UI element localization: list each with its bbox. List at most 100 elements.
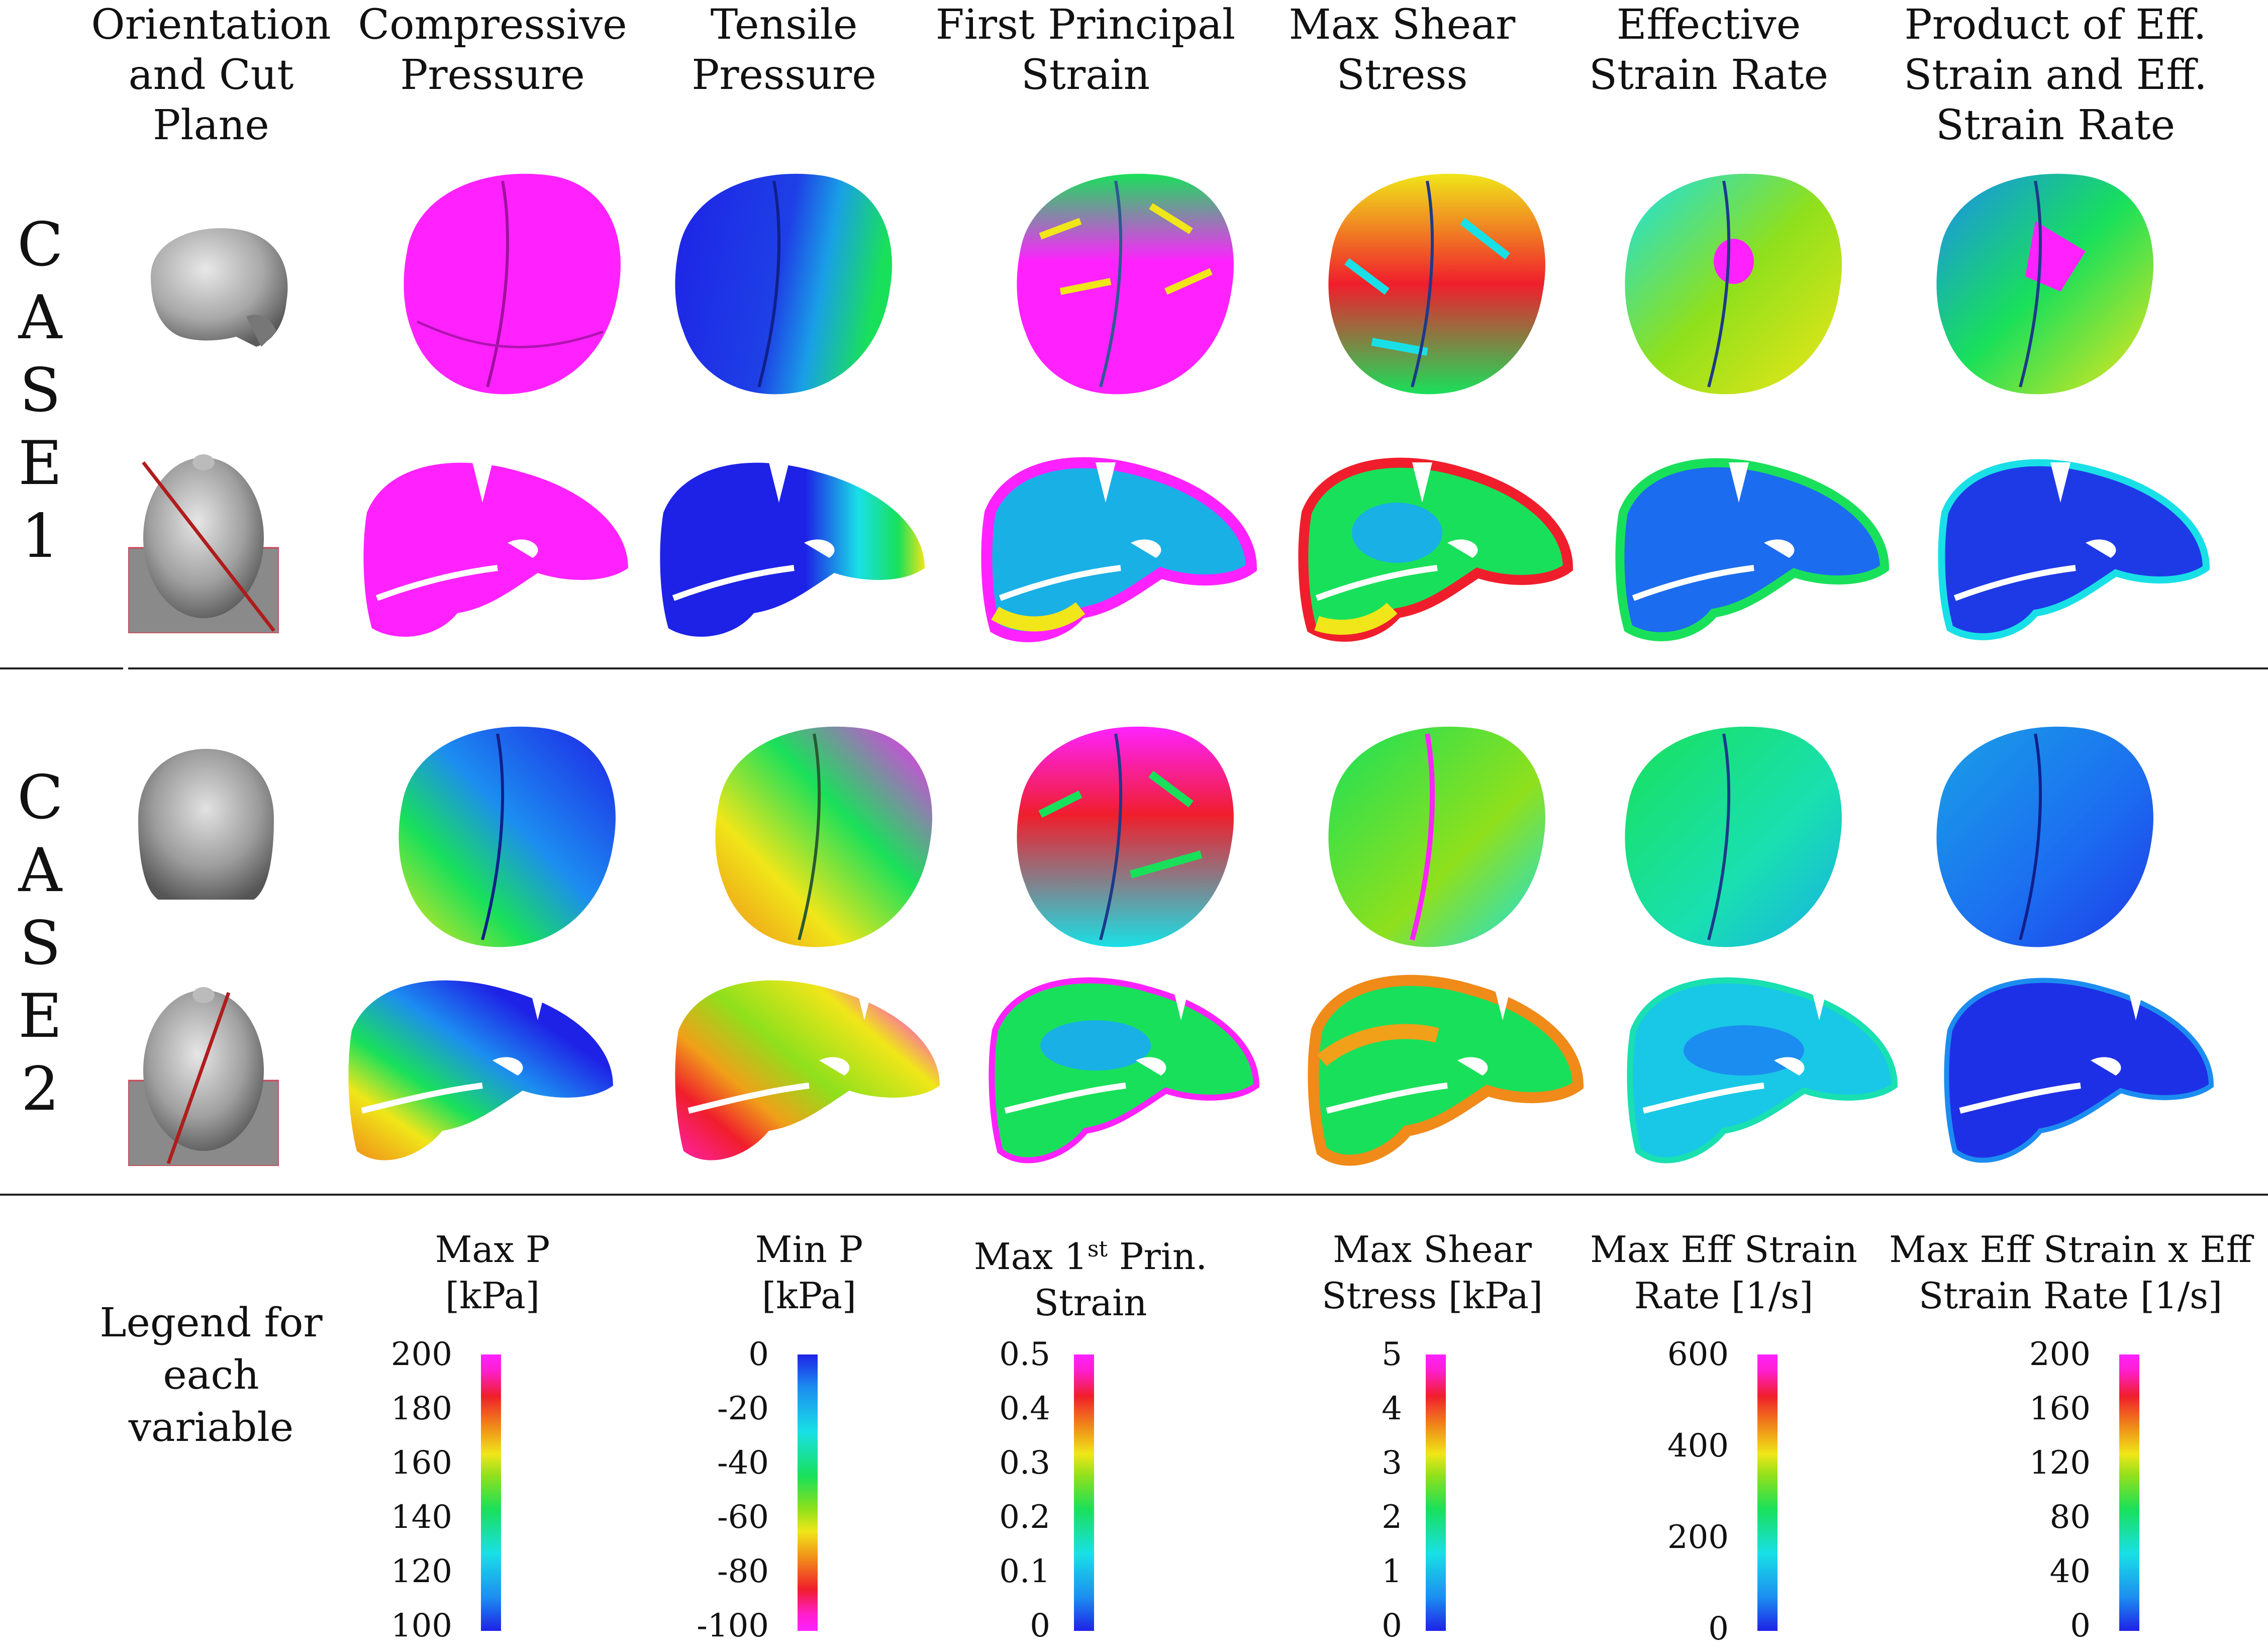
case1-product-brain: [1936, 173, 2153, 395]
legend-shear-stress-tick: 3: [1382, 1444, 1402, 1482]
legend-shear-stress-tick: 0: [1382, 1607, 1402, 1644]
legend-min-p-tick: -100: [697, 1607, 769, 1644]
legend-product-tick: 40: [2049, 1553, 2091, 1590]
case2-letter-a: A: [18, 836, 62, 906]
legend-max-p-tick: 140: [390, 1499, 452, 1536]
case2-product-brain: [1936, 726, 2153, 947]
legend-principal-strain-tick: 0.2: [999, 1499, 1050, 1536]
legend-min-p-tick: -60: [717, 1499, 769, 1536]
case2-shear-stress-brain: [1328, 726, 1545, 947]
case1-letter-1: 1: [21, 502, 60, 571]
legend-strain-rate-tick: 0: [1708, 1610, 1729, 1647]
divider-case2: [0, 1194, 2268, 1196]
case2-tensile-section: [675, 980, 940, 1160]
legend-max-p-bar: [481, 1354, 501, 1631]
legend-product-tick: 160: [2029, 1390, 2091, 1427]
legend-product-tick: 200: [2029, 1336, 2091, 1373]
legend-min-p-tick: -20: [717, 1390, 769, 1427]
case1-letter-c: C: [17, 210, 63, 280]
legend-product-tick: 80: [2049, 1499, 2091, 1536]
legend-min-p-tick: -40: [717, 1444, 769, 1482]
case1-skull-top-cut: [128, 454, 279, 633]
case2-compressive-section: [348, 980, 613, 1160]
col-header-max-shear-stress: Max Shear Stress: [1289, 1, 1516, 99]
legend-shear-stress-tick: 4: [1382, 1390, 1402, 1427]
case2-letter-c: C: [17, 763, 63, 833]
case1-compressive-brain: [404, 173, 621, 395]
case1-tensile-brain: [675, 173, 892, 395]
case2-principal-strain-brain: [1017, 726, 1234, 947]
divider-case1-left: [0, 667, 123, 669]
legend-shear-stress-tick: 5: [1382, 1336, 1402, 1373]
legend-min-p-tick: -80: [717, 1553, 769, 1590]
case1-product-section: [1938, 459, 2210, 640]
legend-label: Legend for each variable: [100, 1299, 323, 1450]
legend-product-tick: 0: [2070, 1607, 2091, 1644]
case2-principal-strain-section: [989, 977, 1260, 1163]
legend-max-p-tick: 160: [390, 1444, 452, 1482]
col-header-first-principal-strain: First Principal Strain: [935, 1, 1236, 99]
legend-max-p-tick: 120: [390, 1553, 452, 1590]
legend-max-p-tick: 180: [390, 1390, 452, 1427]
legend-max-p-tick: 100: [390, 1607, 452, 1644]
case2-skull-front: [138, 749, 274, 900]
legend-principal-strain-title: Max 1st Prin. Strain: [945, 1226, 1236, 1326]
case1-strain-rate-brain: [1625, 173, 1842, 395]
case1-shear-stress-section: [1298, 457, 1573, 642]
legend-shear-stress-tick: 1: [1382, 1553, 1402, 1590]
case1-letter-a: A: [18, 283, 62, 353]
case2-letter-e: E: [18, 982, 62, 1051]
legend-principal-strain-tick: 0.4: [999, 1390, 1050, 1427]
case1-principal-strain-section: [981, 457, 1257, 642]
case2-tensile-brain: [715, 726, 932, 947]
col-header-effective-strain-rate: Effective Strain Rate: [1589, 1, 1829, 99]
col-header-orientation: Orientation and Cut Plane: [91, 1, 331, 149]
case2-letter-s: S: [19, 909, 61, 979]
legend-product-title: Max Eff Strain x Eff Strain Rate [1/s]: [1889, 1228, 2252, 1317]
case2-strain-rate-section: [1627, 977, 1898, 1163]
legend-shear-stress-tick: 2: [1382, 1499, 1402, 1536]
case2-shear-stress-section: [1308, 975, 1584, 1166]
col-header-compressive-pressure: Compressive Pressure: [358, 1, 627, 99]
case2-product-section: [1944, 978, 2214, 1163]
legend-principal-strain-title-pre: Max 1: [973, 1235, 1088, 1278]
legend-strain-rate-tick: 200: [1667, 1519, 1729, 1556]
case2-cut-line: [166, 992, 231, 1164]
legend-product-tick: 120: [2029, 1444, 2091, 1482]
case2-skull-top-cut: [128, 987, 279, 1166]
legend-max-p-tick: 200: [390, 1336, 452, 1373]
legend-strain-rate-bar: [1757, 1354, 1778, 1631]
legend-strain-rate-tick: 600: [1667, 1336, 1729, 1373]
legend-max-p-title: Max P [kPa]: [435, 1228, 550, 1317]
legend-principal-strain-tick: 0.5: [999, 1336, 1050, 1373]
case2-compressive-brain: [399, 726, 616, 947]
case2-letter-2: 2: [21, 1054, 60, 1124]
case1-letter-s: S: [19, 356, 61, 426]
legend-principal-strain-bar: [1074, 1354, 1094, 1631]
case2-strain-rate-brain: [1625, 726, 1842, 947]
legend-strain-rate-tick: 400: [1667, 1427, 1729, 1465]
case1-strain-rate-section: [1615, 458, 1890, 641]
legend-principal-strain-tick: 0.3: [999, 1444, 1050, 1482]
legend-strain-rate-title: Max Eff Strain Rate [1/s]: [1590, 1228, 1857, 1317]
legend-product-bar: [2119, 1354, 2139, 1631]
legend-min-p-tick: 0: [748, 1336, 769, 1373]
col-header-tensile-pressure: Tensile Pressure: [692, 1, 876, 99]
case1-tensile-section: [660, 462, 925, 637]
col-header-product-strain-rate: Product of Eff. Strain and Eff. Strain R…: [1904, 1, 2207, 149]
legend-shear-stress-bar: [1426, 1354, 1446, 1631]
case1-skull-lateral: [151, 228, 288, 347]
legend-min-p-bar: [798, 1354, 818, 1631]
case1-cut-line: [142, 461, 275, 632]
case1-shear-stress-brain: [1328, 173, 1545, 395]
case1-compressive-section: [363, 462, 628, 637]
legend-min-p-title: Min P [kPa]: [755, 1228, 863, 1317]
legend-principal-strain-title-sup: st: [1087, 1236, 1108, 1262]
legend-principal-strain-title-post: Prin. Strain: [1034, 1235, 1208, 1324]
legend-principal-strain-tick: 0: [1030, 1607, 1050, 1644]
case1-letter-e: E: [18, 429, 62, 499]
legend-principal-strain-tick: 0.1: [999, 1553, 1050, 1590]
legend-shear-stress-title: Max Shear Stress [kPa]: [1321, 1228, 1543, 1317]
divider-case1-right: [128, 667, 2268, 669]
case1-principal-strain-brain: [1017, 173, 1234, 395]
